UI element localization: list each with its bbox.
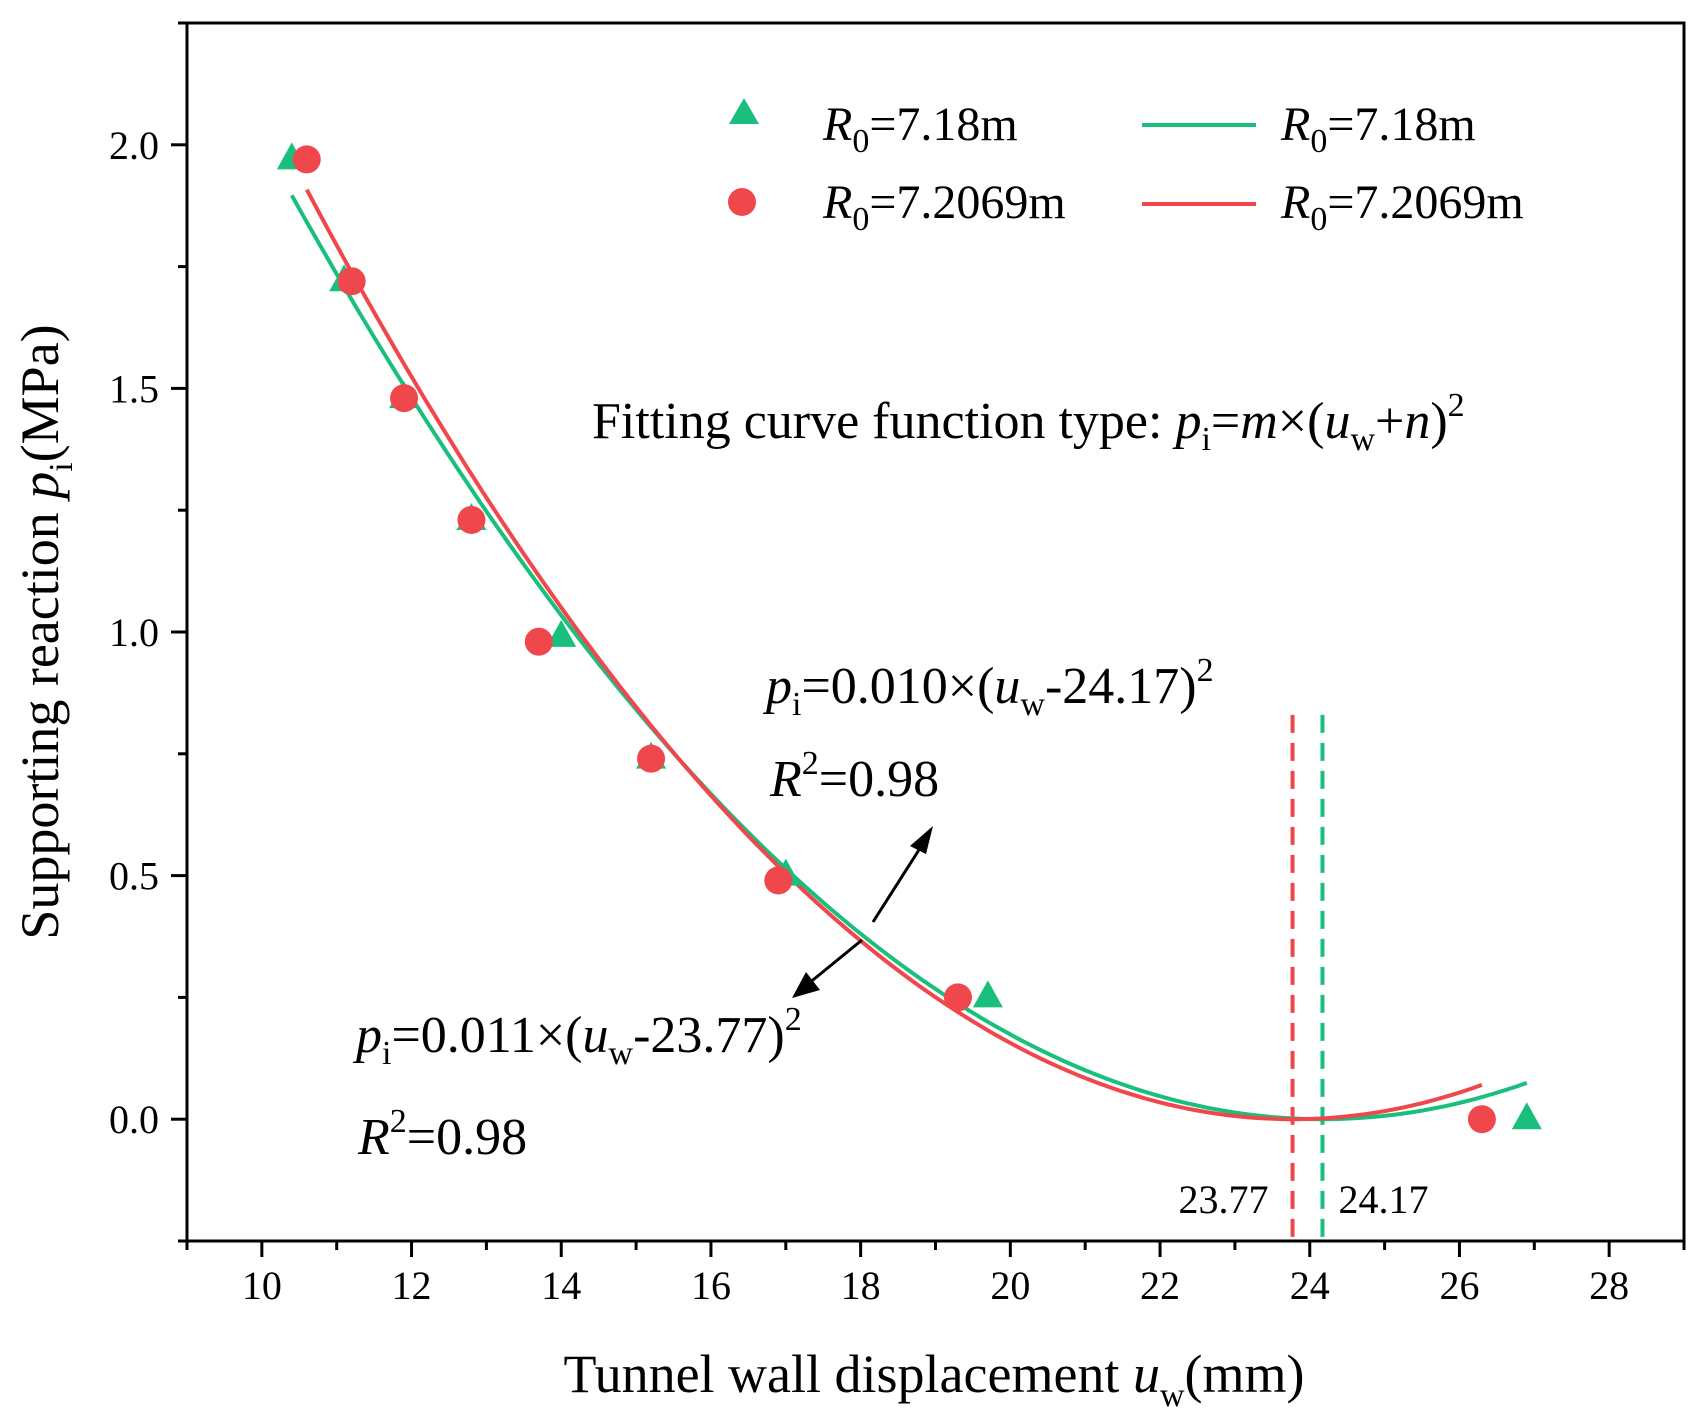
green-fit-r2: R2=0.98 bbox=[769, 745, 939, 808]
x-tick-label: 14 bbox=[541, 1263, 581, 1308]
y-tick-label: 1.0 bbox=[109, 610, 159, 655]
vertical-markers: 23.77 24.17 bbox=[1179, 714, 1428, 1241]
y-tick-label: 2.0 bbox=[109, 123, 159, 168]
data-point-circle bbox=[637, 744, 666, 773]
data-point-circle bbox=[337, 267, 366, 296]
fit-lines bbox=[290, 188, 1528, 1122]
arrow-head-green bbox=[910, 826, 933, 854]
data-point-triangle bbox=[546, 619, 577, 647]
arrow-to-green-eq bbox=[871, 841, 926, 923]
data-point-circle bbox=[943, 983, 972, 1012]
axis-ticks: 10 12 14 16 18 20 22 24 26 28 0.0 0.5 1.0 1.5 2.0 bbox=[109, 21, 1686, 1308]
x-tick-label: 12 bbox=[392, 1263, 432, 1308]
legend: R0=7.18m R0=7.2069m R0=7.18m R0=7.2069m bbox=[728, 98, 1524, 238]
y-tick-label: 0.5 bbox=[109, 854, 159, 899]
x-tick-label: 22 bbox=[1140, 1263, 1180, 1308]
data-point-circle bbox=[524, 627, 553, 656]
data-point-circle bbox=[764, 866, 793, 895]
arrow-to-red-eq bbox=[807, 938, 863, 986]
x-tick-label: 24 bbox=[1290, 1263, 1330, 1308]
green-fit-equation: pi=0.010×(uw-24.17)2 bbox=[762, 652, 1214, 723]
x-tick-label: 16 bbox=[691, 1263, 731, 1308]
data-point-circle bbox=[292, 145, 321, 174]
x-tick-label: 18 bbox=[841, 1263, 881, 1308]
x-tick-label: 28 bbox=[1589, 1263, 1629, 1308]
legend-label-2: R0=7.2069m bbox=[822, 176, 1066, 238]
x-axis-title: Tunnel wall displacement uw(mm) bbox=[564, 1344, 1305, 1408]
legend-label-3: R0=7.18m bbox=[1280, 98, 1476, 160]
y-tick-label: 0.0 bbox=[109, 1097, 159, 1142]
data-points bbox=[276, 142, 1542, 1134]
x-tick-label: 20 bbox=[990, 1263, 1030, 1308]
red-fit-equation: pi=0.011×(uw-23.77)2 bbox=[352, 1001, 802, 1072]
data-point-triangle bbox=[1511, 1102, 1542, 1130]
vertical-marker-label: 24.17 bbox=[1338, 1177, 1428, 1222]
fit-type-annotation: Fitting curve function type: pi=m×(uw+n)… bbox=[592, 387, 1465, 458]
legend-label-4: R0=7.2069m bbox=[1280, 176, 1524, 238]
x-tick-label: 10 bbox=[242, 1263, 282, 1308]
y-axis-title: Supporting reaction pi(MPa) bbox=[10, 324, 80, 939]
data-point-triangle bbox=[972, 980, 1003, 1008]
vertical-marker-label: 23.77 bbox=[1179, 1177, 1269, 1222]
data-point-circle bbox=[390, 384, 419, 413]
legend-marker-circle bbox=[728, 188, 756, 216]
data-point-circle bbox=[457, 505, 486, 534]
x-tick-label: 26 bbox=[1439, 1263, 1479, 1308]
legend-label-1: R0=7.18m bbox=[822, 98, 1018, 160]
y-tick-label: 1.5 bbox=[109, 366, 159, 411]
legend-marker-triangle bbox=[729, 98, 759, 124]
annotation-arrows bbox=[792, 826, 933, 998]
arrow-head-red bbox=[792, 972, 820, 998]
red-fit-r2: R2=0.98 bbox=[357, 1103, 527, 1166]
fit-curve bbox=[305, 188, 1483, 1122]
data-point-circle bbox=[1467, 1105, 1496, 1134]
